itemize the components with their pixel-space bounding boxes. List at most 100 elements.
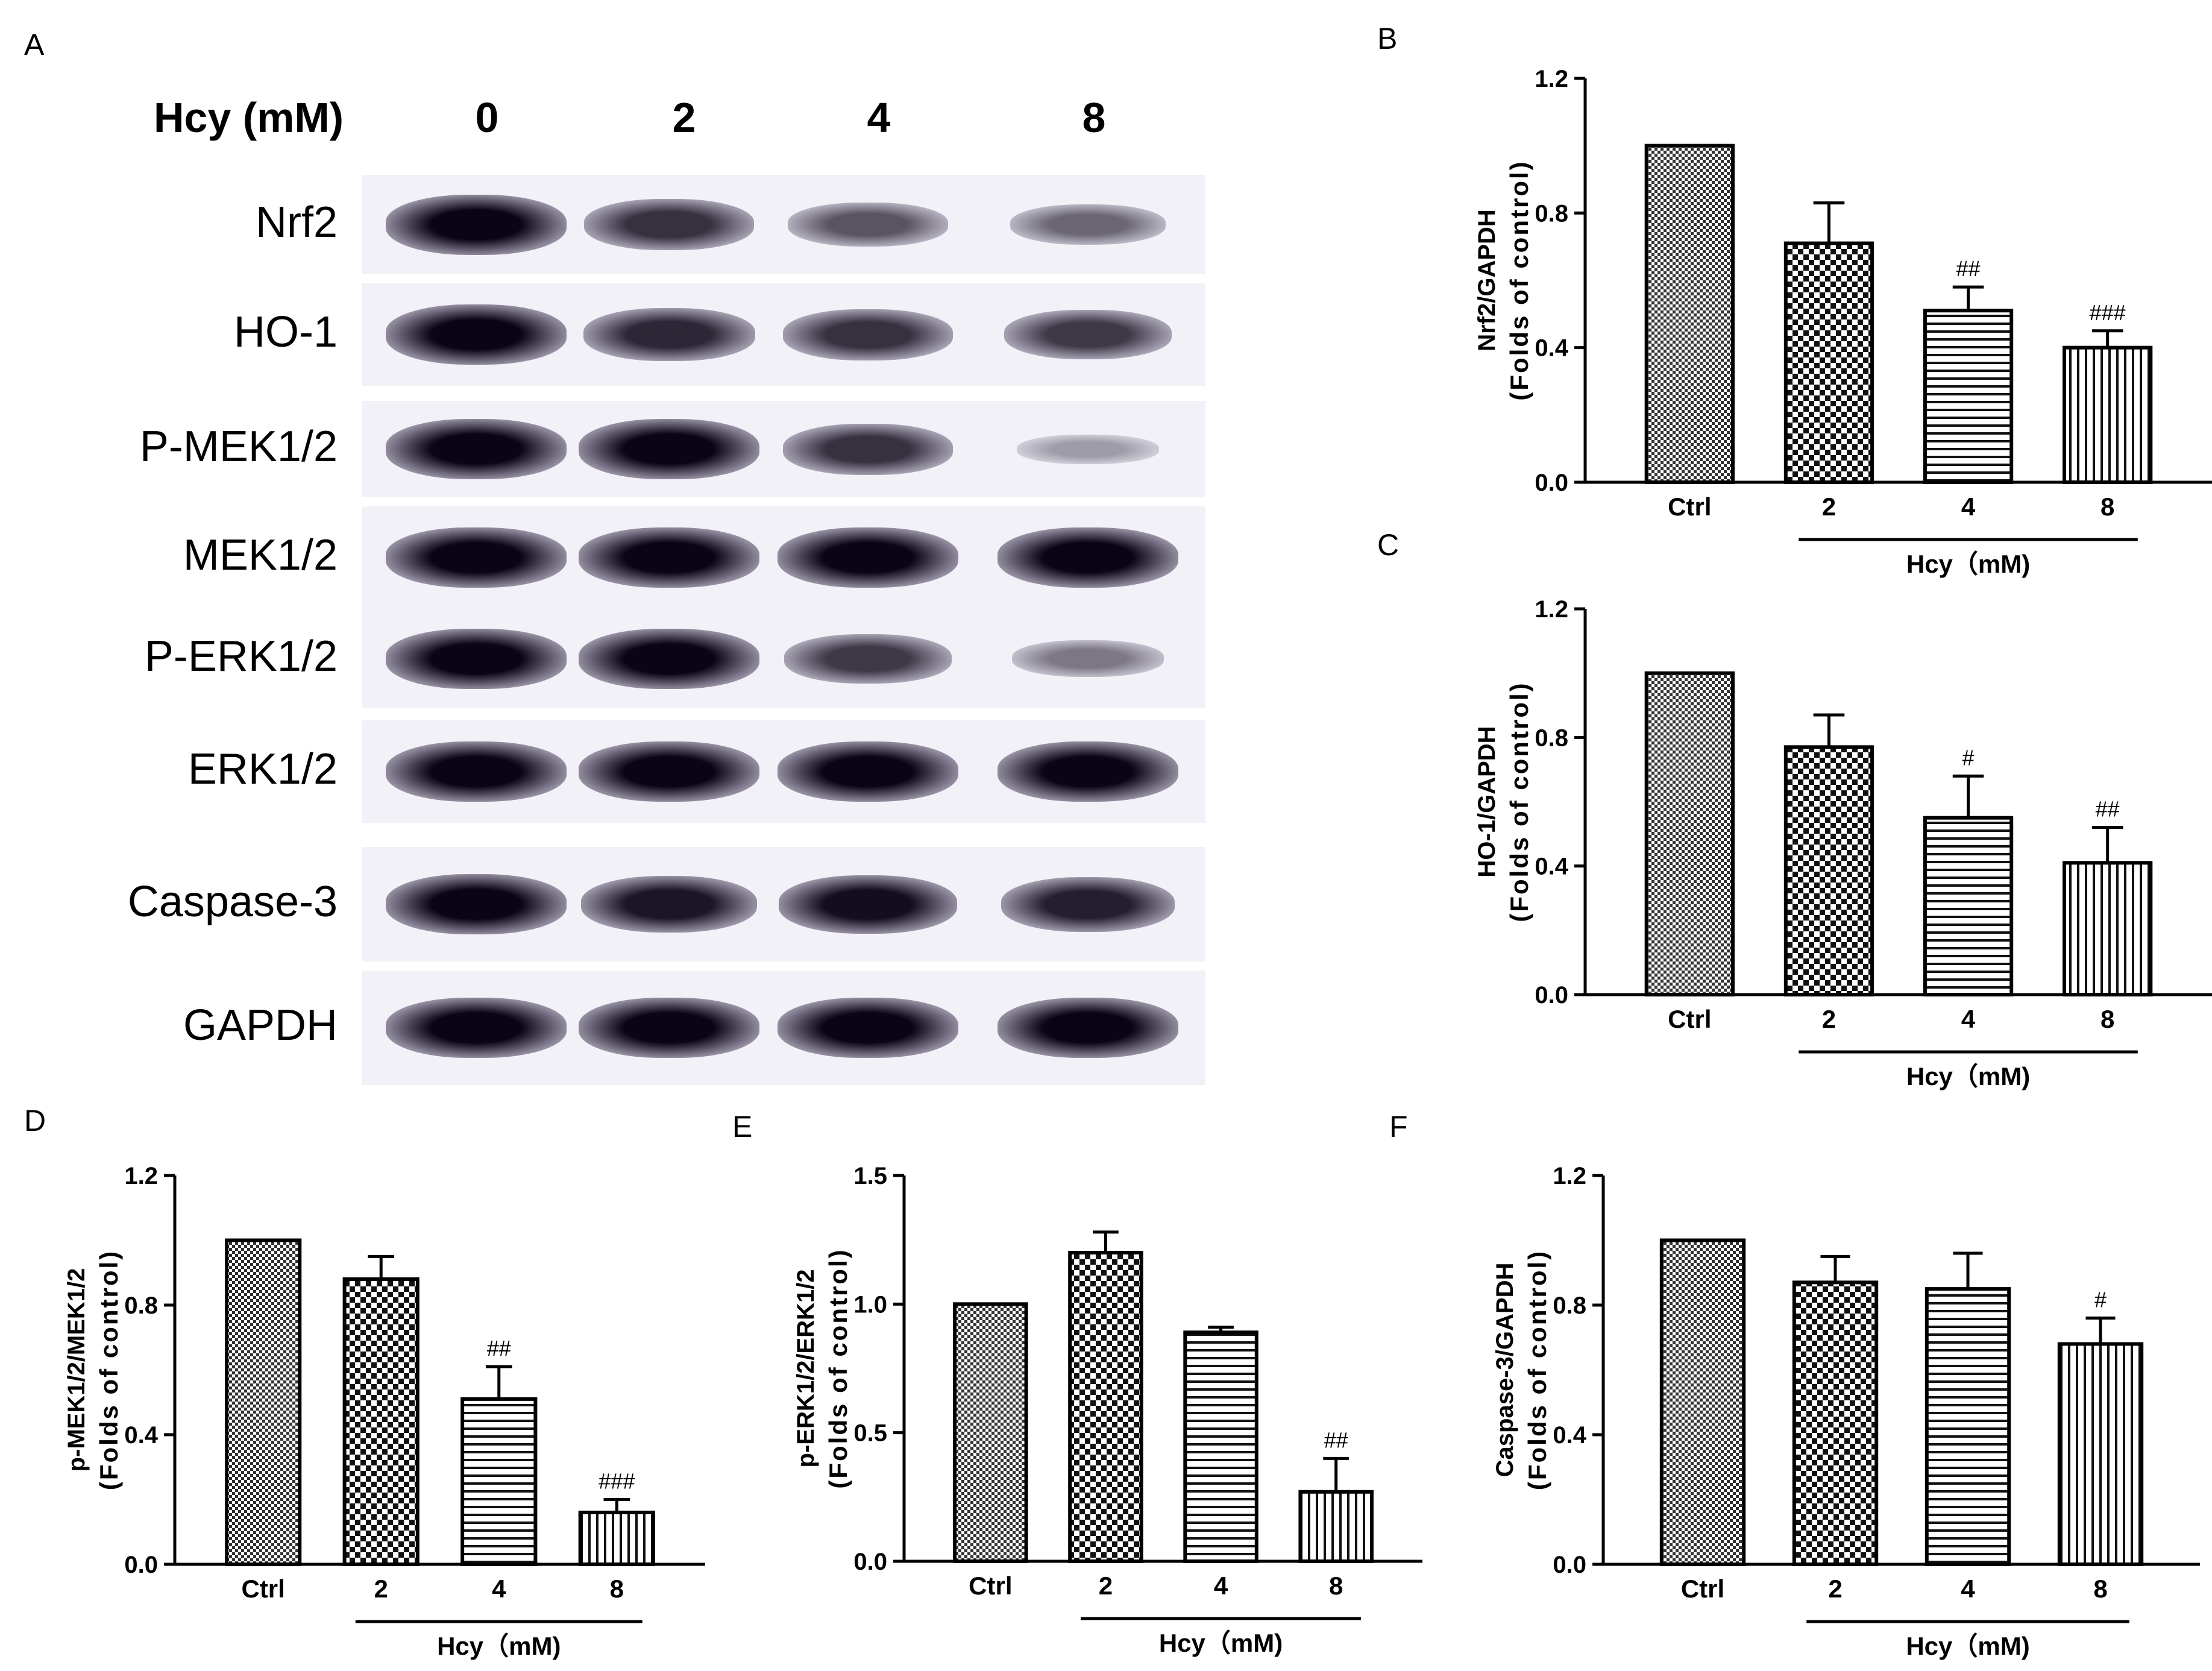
- x-tick-label: Ctrl: [241, 1575, 284, 1603]
- blot-band: [783, 309, 953, 360]
- panel-letter-c: C: [1377, 528, 1400, 562]
- y-tick-label: 0.8: [124, 1292, 158, 1319]
- y-axis-label: p-ERK1/2/ERK1/2: [793, 1270, 819, 1468]
- panel-letter-e: E: [732, 1110, 753, 1144]
- y-tick-label: 0.0: [1535, 982, 1568, 1009]
- lane-label-4: 4: [867, 94, 891, 141]
- blot-header-label: Hcy (mM): [154, 94, 344, 141]
- blot-band: [1004, 310, 1172, 359]
- bar: [1659, 1238, 1746, 1566]
- western-blot-panel: Hcy (mM) 0 2 4 8 Nrf2 HO-1 P-MEK1/2 MEK1/2 P…: [0, 0, 1242, 1115]
- x-tick-label: 8: [2093, 1575, 2107, 1603]
- panel-letter-a: A: [24, 28, 45, 61]
- y-tick-label: 1.0: [853, 1291, 887, 1318]
- y-tick-label: 0.0: [1535, 470, 1568, 496]
- blot-band: [386, 194, 567, 255]
- blot-band: [386, 628, 567, 689]
- blot-band: [579, 628, 759, 689]
- blot-band: [778, 875, 958, 934]
- y-tick-label: 0.8: [1535, 725, 1568, 751]
- x-tick-label: Ctrl: [969, 1572, 1012, 1600]
- blot-band: [778, 741, 958, 802]
- bar: [953, 1302, 1028, 1563]
- bar: [460, 1397, 538, 1566]
- blot-band: [584, 199, 754, 250]
- blot-band: [386, 874, 567, 934]
- blot-band: [386, 527, 567, 588]
- blot-row-label: ERK1/2: [187, 745, 338, 793]
- significance-marker: ###: [2090, 300, 2126, 325]
- blot-band: [778, 998, 958, 1058]
- blot-row-label: Nrf2: [255, 198, 338, 247]
- bar: [342, 1277, 419, 1566]
- y-tick-label: 1.2: [1535, 596, 1568, 623]
- blot-row-label: GAPDH: [183, 1001, 338, 1049]
- y-axis-label: (Folds of control): [1505, 681, 1533, 922]
- y-tick-label: 0.4: [1535, 335, 1568, 362]
- x-tick-label: 8: [1329, 1572, 1343, 1600]
- y-tick-label: 0.4: [124, 1422, 158, 1449]
- y-tick-label: 0.0: [124, 1552, 158, 1578]
- x-tick-label: 2: [1099, 1572, 1113, 1600]
- blot-band: [386, 304, 567, 365]
- bar: [578, 1511, 655, 1566]
- x-tick-label: 8: [2100, 492, 2114, 521]
- blot-band: [1016, 434, 1160, 464]
- bar: [225, 1238, 302, 1566]
- y-axis-label: Nrf2/GAPDH: [1474, 209, 1500, 351]
- chart-f-caspase: 0.0 0.4 0.8 1.2 Caspase-3/GAPDH (Folds of con…: [1492, 1163, 2200, 1660]
- group-label: Hcy（mM): [1159, 1629, 1283, 1657]
- blot-band: [579, 419, 759, 479]
- blot-band: [784, 634, 952, 684]
- bar: [1792, 1280, 1879, 1566]
- significance-marker: ##: [1324, 1427, 1348, 1452]
- bar: [1923, 309, 2014, 484]
- x-tick-label: 4: [1961, 492, 1976, 521]
- y-axis-label: p-MEK1/2/MEK1/2: [63, 1268, 90, 1472]
- significance-marker: #: [2094, 1288, 2107, 1312]
- x-tick-label: 4: [1214, 1572, 1228, 1600]
- y-tick-label: 0.4: [1535, 854, 1568, 880]
- bar: [1644, 671, 1735, 996]
- chart-e-perk: 0.0 0.5 1.0 1.5 p-ERK1/2/ERK1/2 (Folds of con…: [793, 1163, 1422, 1657]
- blot-row-label: Caspase-3: [127, 878, 338, 926]
- x-tick-label: 8: [610, 1575, 624, 1603]
- x-tick-label: 2: [1828, 1575, 1842, 1603]
- blot-band: [580, 876, 758, 933]
- panel-letter-f: F: [1389, 1110, 1408, 1144]
- blot-band: [386, 741, 567, 802]
- bar: [1925, 1287, 2011, 1566]
- blot-band: [1012, 640, 1164, 677]
- blot-row-label: HO-1: [233, 308, 338, 356]
- panel-letter-d: D: [24, 1104, 46, 1138]
- chart-d-pmek: 0.0 0.4 0.8 1.2 p-MEK1/2/MEK1/2 (Folds of con…: [63, 1163, 705, 1660]
- y-axis-label: (Folds of control): [824, 1248, 852, 1488]
- y-tick-label: 1.2: [1553, 1163, 1586, 1189]
- x-tick-label: Ctrl: [1668, 492, 1711, 521]
- bar: [1923, 816, 2014, 996]
- significance-marker: ##: [1956, 256, 1981, 281]
- x-tick-label: 2: [1822, 1005, 1836, 1033]
- significance-marker: #: [1962, 745, 1975, 770]
- bar: [2063, 345, 2153, 484]
- bar: [1068, 1251, 1143, 1563]
- x-tick-label: 2: [374, 1575, 388, 1603]
- bar: [2063, 861, 2153, 997]
- bar: [1298, 1490, 1374, 1563]
- blot-band: [1010, 204, 1166, 245]
- blot-band: [998, 998, 1178, 1058]
- blot-band: [778, 527, 958, 588]
- panel-letter-b: B: [1377, 22, 1398, 55]
- blot-band: [998, 527, 1178, 588]
- x-tick-label: 8: [2100, 1005, 2114, 1033]
- group-label: Hcy（mM): [1906, 1062, 2030, 1090]
- y-tick-label: 0.0: [1553, 1552, 1586, 1578]
- y-axis-label: HO-1/GAPDH: [1474, 726, 1500, 877]
- x-tick-label: Ctrl: [1668, 1005, 1711, 1033]
- y-axis-label: (Folds of control): [1505, 160, 1533, 400]
- blot-band: [386, 419, 567, 479]
- y-tick-label: 0.0: [853, 1549, 887, 1575]
- blot-band: [579, 998, 759, 1058]
- blot-band: [1001, 876, 1175, 932]
- x-tick-label: 2: [1822, 492, 1836, 521]
